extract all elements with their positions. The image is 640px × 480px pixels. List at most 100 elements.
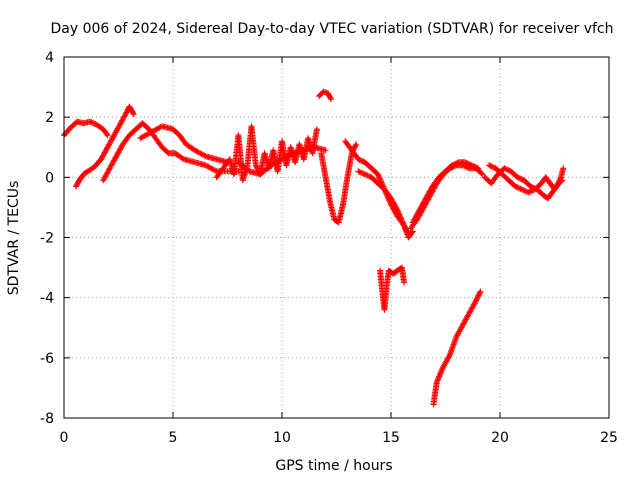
data-point-segment	[492, 165, 505, 177]
data-point-segment	[139, 120, 151, 132]
series-arc-12	[409, 159, 482, 226]
y-tick-label: 4	[45, 50, 54, 66]
x-tick-label: 0	[60, 430, 69, 446]
data-point-segment	[429, 175, 441, 190]
data-point-segment	[344, 151, 355, 181]
data-point-segment	[436, 169, 448, 181]
data-point-segment	[170, 126, 182, 138]
data-point-segment	[355, 168, 367, 177]
data-point-segment	[555, 178, 564, 187]
x-axis-label: GPS time / hours	[275, 458, 392, 474]
series-arc-13	[481, 165, 567, 202]
x-tick-label: 10	[273, 430, 291, 446]
data-point-segment	[87, 118, 99, 128]
data-point-segment	[390, 268, 400, 277]
series-arc-4	[137, 123, 231, 166]
data-point-segment	[320, 88, 330, 96]
data-point-segment	[126, 127, 138, 139]
data-point-segment	[505, 177, 518, 189]
data-point-segment	[446, 335, 459, 358]
data-point-segment	[100, 166, 113, 184]
data-point-segment	[501, 165, 513, 174]
data-point-segment	[512, 183, 524, 192]
series-arc-2	[73, 103, 137, 190]
data-point	[560, 165, 567, 172]
data-point-segment	[453, 323, 466, 340]
data-point	[353, 141, 360, 148]
data-point-segment	[80, 169, 90, 178]
x-tick-label: 5	[169, 430, 178, 446]
data-point-segment	[191, 147, 208, 159]
data-point-segment	[542, 174, 553, 186]
y-tick-label: 0	[45, 170, 54, 186]
data-point-segment	[318, 150, 329, 179]
data-point-segment	[507, 168, 520, 180]
grid	[64, 57, 609, 418]
data-point-segment	[137, 130, 153, 142]
data-point-segment	[335, 202, 346, 226]
data-point-segment	[235, 159, 252, 174]
y-tick-label: -2	[40, 231, 54, 247]
data-point-segment	[327, 198, 337, 221]
y-tick-label: 2	[45, 110, 54, 126]
data-point-segment	[409, 208, 422, 226]
data-point-segment	[98, 145, 110, 163]
series-arc-7	[316, 88, 335, 103]
data-point-segment	[183, 141, 197, 153]
data-point-segment	[248, 123, 259, 167]
data-point	[313, 126, 320, 133]
data-point-segment	[442, 163, 454, 175]
data-point-segment	[159, 144, 171, 156]
series-arc-6	[235, 144, 329, 178]
data-point-segment	[113, 142, 126, 160]
plot-frame	[63, 56, 610, 419]
data-point-segment	[514, 174, 526, 183]
data-point-segment	[126, 103, 136, 116]
data-point-segment	[342, 138, 354, 152]
x-tick-label: 25	[600, 430, 618, 446]
data-point-segment	[440, 353, 453, 370]
data-point-segment	[398, 264, 407, 285]
chart-title: Day 006 of 2024, Sidereal Day-to-day VTE…	[50, 21, 613, 37]
data-point-segment	[322, 174, 333, 203]
data-point-segment	[348, 147, 361, 161]
data-point-segment	[462, 159, 474, 168]
y-tick-label: -8	[40, 411, 54, 427]
data-point-segment	[486, 162, 498, 171]
x-tick-label: 20	[491, 430, 509, 446]
data-point-segment	[499, 171, 511, 183]
data-point-segment	[76, 172, 86, 184]
data-point-segment	[551, 181, 561, 193]
series-arc-3	[100, 120, 242, 184]
data-point-segment	[73, 178, 82, 190]
data-point-segment	[545, 190, 555, 202]
data-point-segment	[531, 181, 544, 193]
data-point-segment	[473, 289, 483, 304]
data-point	[477, 288, 484, 295]
series-arc-15	[377, 264, 408, 313]
data-point-segment	[213, 166, 226, 181]
data-point-segment	[525, 187, 537, 196]
data-point-segment	[93, 121, 105, 132]
data-point-segment	[176, 132, 189, 146]
data-point	[401, 279, 408, 286]
data-point-segment	[488, 172, 500, 187]
data-point-segment	[106, 154, 119, 172]
y-axis-label: SDTVAR / TECUs	[6, 181, 22, 296]
data-point-segment	[374, 180, 387, 192]
data-point-segment	[416, 196, 429, 214]
data-point-segment	[119, 133, 132, 148]
data-point-segment	[324, 90, 334, 101]
data-point-segment	[355, 156, 367, 165]
data-point-segment	[152, 135, 165, 149]
data-point-segment	[521, 177, 533, 189]
data-point-segment	[377, 267, 386, 294]
y-tick-label: -6	[40, 351, 54, 367]
data-point-segment	[172, 150, 186, 162]
data-point-segment	[459, 311, 472, 328]
data-point-segment	[394, 207, 407, 228]
data-point-segment	[100, 126, 110, 137]
data-point-segment	[449, 159, 461, 169]
data-point-segment	[466, 299, 479, 316]
